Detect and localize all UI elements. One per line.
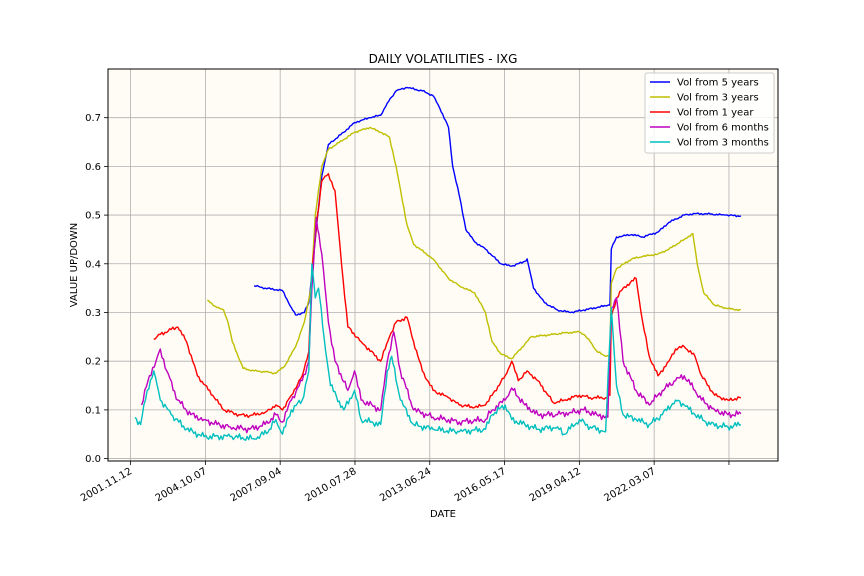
x-tick-label: 2022.03.07 xyxy=(603,466,658,504)
x-tick-label: 2019.04.12 xyxy=(528,466,583,504)
series-lines xyxy=(134,86,742,441)
grid xyxy=(108,69,778,461)
legend-entry: Vol from 3 years xyxy=(677,93,759,104)
y-tick-label: 0.3 xyxy=(85,308,101,319)
y-tick-label: 0.0 xyxy=(85,454,101,465)
legend-entry: Vol from 5 years xyxy=(677,78,759,89)
series-line xyxy=(253,86,742,316)
y-axis: 0.0 0.1 0.2 0.3 0.4 0.5 0.6 0.7 xyxy=(85,113,108,465)
plot-frame xyxy=(107,68,779,462)
x-tick-label: 2004.10.07 xyxy=(154,466,209,504)
y-tick-label: 0.7 xyxy=(85,113,101,124)
y-tick-label: 0.2 xyxy=(85,357,101,368)
legend-entry: Vol from 3 months xyxy=(677,138,769,149)
x-axis-label: DATE xyxy=(430,509,456,520)
series-line xyxy=(140,216,742,434)
x-tick-label: 2010.07.28 xyxy=(303,466,358,504)
y-tick-label: 0.4 xyxy=(85,259,101,270)
y-tick-label: 0.5 xyxy=(85,211,101,222)
legend: Vol from 5 years Vol from 3 years Vol from… xyxy=(644,72,775,154)
legend-entry: Vol from 6 months xyxy=(677,123,769,134)
x-tick-label: 2007.09.04 xyxy=(229,466,284,504)
x-tick-label: 2016.05.17 xyxy=(453,466,508,504)
y-axis-label: VALUE UP/DOWN xyxy=(69,223,80,308)
series-line xyxy=(153,173,741,419)
series-line xyxy=(207,126,742,375)
series-line xyxy=(134,263,742,441)
y-tick-label: 0.1 xyxy=(85,405,101,416)
y-tick-label: 0.6 xyxy=(85,162,101,173)
x-tick-label: 2013.06.24 xyxy=(378,466,433,504)
chart-title: DAILY VOLATILITIES - IXG xyxy=(369,52,518,66)
legend-box xyxy=(644,72,775,154)
legend-entry: Vol from 1 year xyxy=(677,108,754,119)
x-tick-label: 2001.11.12 xyxy=(79,466,134,504)
x-axis: 2001.11.12 2004.10.07 2007.09.04 2010.07.28… xyxy=(79,461,730,504)
